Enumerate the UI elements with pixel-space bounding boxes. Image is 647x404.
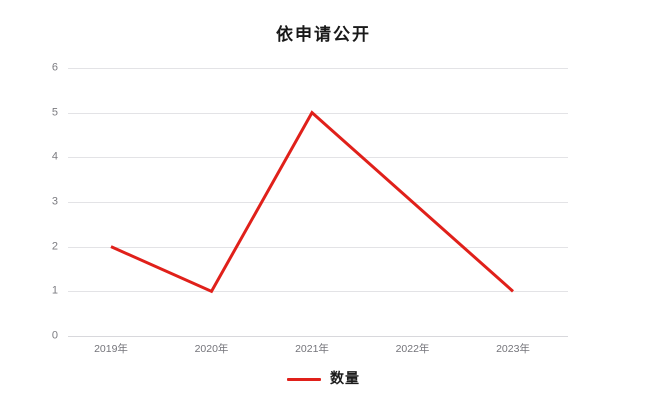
gridline (68, 112, 568, 114)
y-axis-tick-label: 5 (51, 106, 58, 119)
legend-line-swatch-quantity (287, 377, 321, 381)
gridline (68, 246, 568, 248)
x-axis-tick-label: 2023年 (496, 343, 530, 355)
x-axis-tick-label: 2019年 (94, 343, 128, 355)
y-axis-tick-label: 6 (51, 61, 58, 74)
x-axis-tick-label: 2020年 (194, 343, 229, 355)
y-axis-tick-label: 3 (51, 195, 58, 208)
plot-area (68, 68, 568, 337)
gridline (68, 68, 568, 69)
y-axis-tick-label: 1 (51, 284, 58, 297)
chart-title: 依申请公开 (276, 25, 371, 45)
legend: 数量 (0, 372, 647, 386)
x-axis-tick-label: 2021年 (295, 343, 329, 355)
gridline (68, 291, 568, 293)
gridline (68, 157, 568, 159)
y-axis-tick-label: 4 (51, 150, 58, 163)
x-axis-tick-label: 2022年 (395, 343, 430, 355)
gridline (68, 336, 568, 337)
gridline (68, 202, 568, 203)
y-axis-tick-label: 0 (51, 329, 58, 342)
y-axis-tick-label: 2 (51, 240, 58, 253)
legend-label-quantity: 数量 (330, 371, 360, 387)
